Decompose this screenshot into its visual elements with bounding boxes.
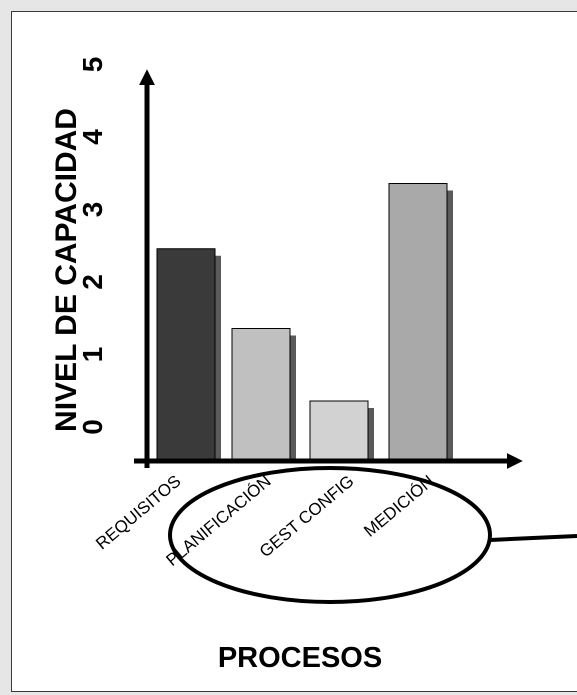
y-axis-title: NIVEL DE CAPACIDAD: [50, 108, 83, 432]
y-tick-label-4: 4: [77, 129, 108, 145]
y-tick-label-1: 1: [77, 347, 108, 363]
bar-1: [231, 328, 291, 460]
y-tick-label-0: 0: [77, 419, 108, 435]
bar-0: [156, 248, 216, 460]
bar-2: [309, 400, 369, 460]
bar-shadow-1: [290, 335, 296, 459]
bar-shadow-2: [368, 408, 374, 459]
x-axis-title: PROCESOS: [218, 642, 382, 674]
bar-3: [388, 183, 448, 460]
highlight-ellipse: [168, 466, 492, 604]
y-tick-labels: 0 1 2 3 4 5: [77, 57, 108, 435]
y-tick-label-3: 3: [77, 202, 108, 218]
bar-shadow-3: [447, 190, 453, 459]
highlight-pointer-line: [489, 534, 577, 542]
bar-shadow-0: [215, 255, 221, 459]
y-tick-label-5: 5: [77, 57, 108, 73]
x-tick-labels: REQUISITOS PLANIFICACIÓN GEST CONFIG MED…: [92, 472, 437, 570]
y-tick-label-2: 2: [77, 274, 108, 290]
bar-series: [156, 183, 453, 460]
